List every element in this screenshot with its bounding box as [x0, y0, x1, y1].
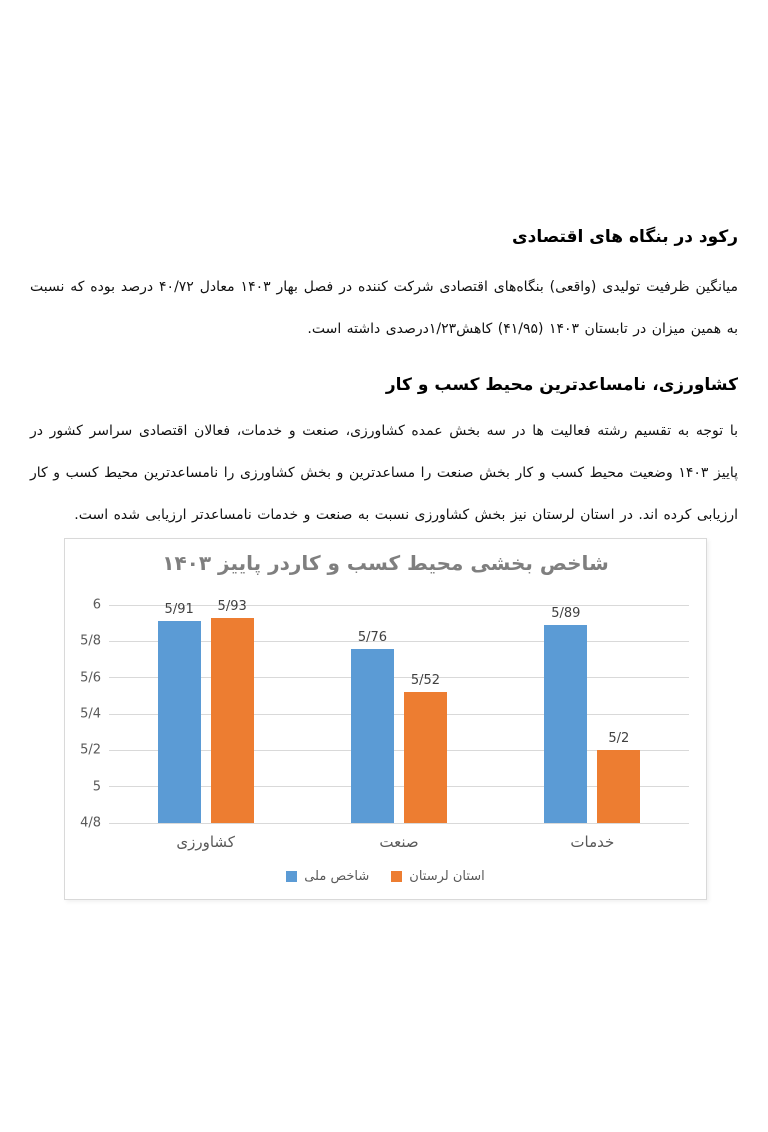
- chart-title: شاخص بخشی محیط کسب و کاردر پاییز ۱۴۰۳: [162, 551, 609, 575]
- bar-column: 5/93: [210, 598, 254, 823]
- bar-0: [544, 624, 588, 823]
- bar-column: 5/2: [597, 731, 641, 823]
- x-axis-category-label: صنعت: [379, 833, 419, 851]
- bar-1: [597, 750, 641, 823]
- bars-row: 5/91 5/93 5/76 5/52 5/89 5/2: [109, 599, 689, 823]
- legend-entry: شاخص ملی: [286, 869, 369, 884]
- bar-1: [210, 617, 254, 823]
- bar-0: [350, 648, 394, 823]
- bar-0: [157, 621, 201, 823]
- section1-heading: رکود در بنگاه های اقتصادی: [512, 227, 738, 247]
- chart-x-axis: کشاورزی صنعت خدمات: [109, 833, 689, 851]
- x-axis-category-label: کشاورزی: [176, 833, 235, 851]
- bar-column: 5/52: [403, 673, 447, 823]
- section2-paragraph: با توجه به تقسیم رشته فعالیت ها در سه بخ…: [30, 423, 738, 523]
- gridline: [109, 604, 689, 606]
- section2-heading: کشاورزی، نامساعدترین محیط کسب و کار: [385, 375, 738, 395]
- bar-column: 5/76: [350, 629, 394, 823]
- legend-marker-icon: [391, 871, 403, 882]
- bar-column: 5/89: [544, 605, 588, 823]
- bar-group: 5/76 5/52: [302, 605, 495, 823]
- gridline: [109, 786, 689, 788]
- bar-data-label: 5/76: [357, 629, 388, 645]
- bar-group: 5/91 5/93: [109, 599, 302, 823]
- gridline: [109, 677, 689, 679]
- chart-y-axis: 6 5/8 5/6 5/4 5/2 5 4/8: [69, 598, 105, 831]
- bar-column: 5/91: [157, 602, 201, 823]
- y-axis-tick-label: 4/8: [80, 815, 101, 831]
- plot-area: 5/91 5/93 5/76 5/52 5/89 5/2: [109, 599, 689, 824]
- gridline: [109, 640, 689, 642]
- gridline: [109, 749, 689, 751]
- y-axis-tick-label: 5/2: [80, 742, 101, 758]
- bar-1: [403, 692, 447, 823]
- bar-data-label: 5/52: [410, 673, 441, 689]
- x-axis-category-label: خدمات: [570, 833, 615, 851]
- legend-entry: استان لرستان: [391, 869, 485, 884]
- section1-paragraph: میانگین ظرفیت تولیدی (واقعی) بنگاه‌های ا…: [30, 279, 739, 337]
- y-axis-tick-label: 5/8: [80, 633, 101, 649]
- y-axis-tick-label: 5/4: [80, 706, 101, 722]
- bar-data-label: 5/93: [217, 598, 247, 614]
- chart-legend: شاخص ملی استان لرستان: [65, 869, 706, 884]
- bar-data-label: 5/91: [164, 602, 194, 618]
- gridline: [109, 713, 689, 715]
- bar-group: 5/89 5/2: [496, 605, 689, 823]
- y-axis-tick-label: 6: [92, 597, 101, 613]
- bar-data-label: 5/2: [608, 731, 630, 747]
- gridline: [109, 822, 689, 824]
- y-axis-tick-label: 5/6: [80, 670, 101, 686]
- legend-label: استان لرستان: [409, 869, 485, 884]
- legend-marker-icon: [286, 871, 298, 882]
- bar-data-label: 5/89: [551, 605, 581, 621]
- legend-label: شاخص ملی: [304, 869, 370, 884]
- y-axis-tick-label: 5: [92, 779, 101, 795]
